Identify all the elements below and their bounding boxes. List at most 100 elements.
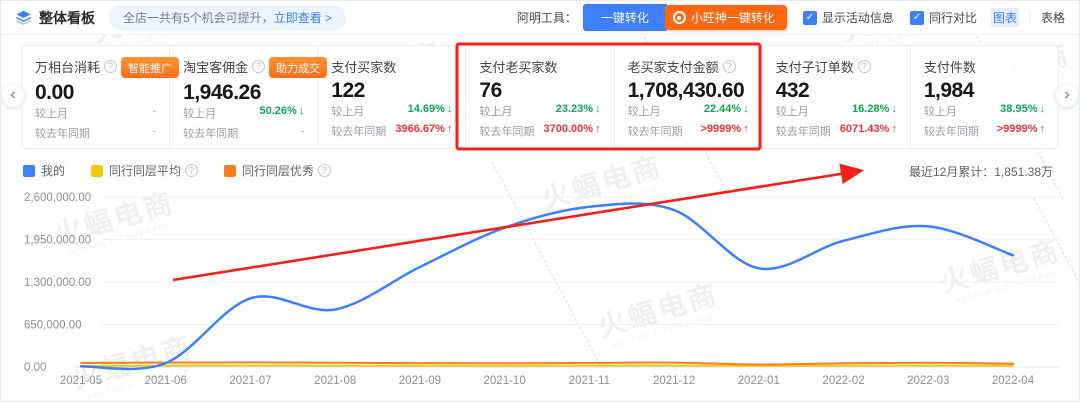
peer-compare-checkbox[interactable]: ✓ 同行对比 <box>909 9 977 26</box>
carousel-next-button[interactable]: › <box>1056 85 1078 107</box>
compare-label: 较去年同期 <box>775 126 831 138</box>
metric-title: 支付买家数 <box>331 60 397 75</box>
legend-label: 同行同层优秀 <box>242 164 315 178</box>
compare-row: 较上月 38.95% ↓ <box>924 103 1045 119</box>
wangshen-convert-button[interactable]: 小旺神一键转化 <box>664 5 787 30</box>
compare-value: 3700.00% ↑ <box>543 123 601 135</box>
y-axis-label: 0.00 <box>24 362 46 374</box>
compare-label: 较上月 <box>923 106 957 118</box>
metric-badge: 智能推广 <box>121 57 180 78</box>
metric-card-head: 淘宝客佣金? 助力成交 <box>183 57 328 78</box>
metric-title: 万相台消耗? <box>35 57 118 76</box>
metric-card-4[interactable]: 支付老买家数 76 较上月 23.23% ↓ 较去年同期 3700.00% ↑ <box>466 46 615 148</box>
metric-cards: 万相台消耗? 智能推广 0.00 较上月 - 较去年同期 - 淘宝客佣金? 助力成交 1,946.… <box>21 45 1059 149</box>
view-toggle-separator: ｜ <box>1023 11 1036 25</box>
help-icon[interactable]: ? <box>318 164 332 177</box>
legend-swatch <box>23 164 35 177</box>
help-icon[interactable]: ? <box>722 60 736 73</box>
wangshen-convert-label: 小旺神一键转化 <box>690 11 775 25</box>
metric-card-2[interactable]: 淘宝客佣金? 助力成交 1,946.26 较上月 50.26% ↓ 较去年同期 - <box>170 46 328 148</box>
arrow-up-icon: ↑ <box>743 123 749 135</box>
compare-value: >9999% ↑ <box>700 123 749 135</box>
help-icon[interactable]: ? <box>857 60 871 73</box>
series-line-同行同层优秀 <box>80 361 1014 366</box>
y-axis-label: 650,000.00 <box>24 320 82 332</box>
metric-card-head: 支付老买家数 <box>479 57 600 76</box>
show-activity-checkbox[interactable]: ✓ 显示活动信息 <box>802 9 894 26</box>
compare-value: - <box>300 125 305 137</box>
legend-item[interactable]: 同行同层平均? <box>91 162 199 179</box>
x-axis-label: 2022-02 <box>822 375 864 387</box>
arrow-down-icon: ↓ <box>595 103 601 115</box>
compare-row: 较上月 22.44% ↓ <box>628 103 749 119</box>
compare-value: 16.28% ↓ <box>852 103 897 115</box>
metric-card-6[interactable]: 支付子订单数? 432 较上月 16.28% ↓ 较去年同期 6071.43% ↑ <box>763 46 911 148</box>
x-axis-label: 2021-08 <box>314 375 356 387</box>
arrow-up-icon: ↑ <box>891 123 897 135</box>
compare-value: - <box>152 125 157 137</box>
metric-title: 支付件数 <box>923 60 976 75</box>
metric-card-5[interactable]: 老买家支付金额? 1,708,430.60 较上月 22.44% ↓ 较去年同期 >9999… <box>615 46 763 148</box>
compare-value: >9999% ↑ <box>996 123 1045 135</box>
x-axis-label: 2021-06 <box>145 375 187 387</box>
compare-row: 较去年同期 3700.00% ↑ <box>479 123 600 139</box>
compare-label: 较去年同期 <box>923 126 979 138</box>
help-icon[interactable]: ? <box>252 60 266 73</box>
checkbox-checked-icon: ✓ <box>802 10 817 25</box>
compare-row: 较上月 - <box>35 105 156 121</box>
chart-view-tab[interactable]: 图表 <box>990 8 1019 27</box>
chevron-right-icon: › <box>1064 86 1070 103</box>
one-click-convert-button[interactable]: 一键转化 <box>582 4 667 31</box>
compare-label: 较上月 <box>627 106 661 118</box>
view-toggle: 图表 ｜ 表格 <box>990 8 1065 27</box>
header-bar: 整体看板 全店一共有5个机会可提升，立即查看 > 阿明工具： 一键转化 小旺神一… <box>1 1 1079 35</box>
compare-row: 较去年同期 3966.67% ↑ <box>331 123 452 139</box>
compare-label: 较去年同期 <box>627 126 683 138</box>
help-icon[interactable]: ? <box>104 60 118 73</box>
compare-row: 较上月 50.26% ↓ <box>183 105 304 121</box>
opportunity-text: 全店一共有5个机会可提升， <box>123 11 274 25</box>
tools-label: 阿明工具： <box>516 11 577 25</box>
compare-value: 23.23% ↓ <box>555 103 601 115</box>
metric-value: 1,708,430.60 <box>627 79 745 102</box>
compare-value: 22.44% ↓ <box>703 103 749 115</box>
table-view-tab[interactable]: 表格 <box>1040 11 1065 25</box>
legend-label: 我的 <box>41 164 66 178</box>
help-icon[interactable]: ? <box>185 164 199 177</box>
layers-icon <box>16 10 31 25</box>
y-axis-label: 2,600,000.00 <box>24 192 91 204</box>
compare-value: 50.26% ↓ <box>259 105 305 117</box>
metric-value: 1,984 <box>923 79 975 102</box>
compare-row: 较去年同期 6071.43% ↑ <box>776 123 897 139</box>
compare-value: 14.69% ↓ <box>407 103 453 115</box>
x-axis-label: 2021-11 <box>569 375 610 387</box>
chart-legend: 我的 同行同层平均? 同行同层优秀? <box>23 162 332 179</box>
view-now-link[interactable]: 立即查看 > <box>273 11 333 25</box>
legend-item[interactable]: 同行同层优秀? <box>224 162 332 179</box>
compare-label: 较去年同期 <box>331 126 387 138</box>
x-axis-label: 2022-04 <box>992 375 1035 387</box>
compare-row: 较去年同期 >9999% ↑ <box>628 123 749 139</box>
compare-label: 较上月 <box>479 106 513 118</box>
opportunity-banner: 全店一共有5个机会可提升，立即查看 > <box>109 5 347 30</box>
show-activity-label: 显示活动信息 <box>821 11 894 25</box>
metric-card-1[interactable]: 万相台消耗? 智能推广 0.00 较上月 - 较去年同期 - <box>22 46 180 148</box>
metric-card-7[interactable]: 支付件数 1,984 较上月 38.95% ↓ 较去年同期 >9999% ↑ <box>911 46 1058 148</box>
carousel-prev-button[interactable]: ‹ <box>2 85 24 107</box>
arrow-down-icon: ↓ <box>446 103 453 115</box>
compare-value: 6071.43% ↑ <box>839 123 897 135</box>
arrow-down-icon: ↓ <box>1039 103 1045 115</box>
compare-row: 较上月 23.23% ↓ <box>479 103 600 119</box>
compare-label: 较去年同期 <box>183 128 239 140</box>
compare-value: 3966.67% ↑ <box>395 123 453 135</box>
metric-card-3[interactable]: 支付买家数 122 较上月 14.69% ↓ 较去年同期 3966.67% ↑ <box>318 46 467 148</box>
compare-label: 较上月 <box>35 108 68 120</box>
trend-chart-svg[interactable]: 0.00 650,000.00 1,300,000.00 1,950,000.00 2,… <box>1 184 1080 402</box>
metric-card-head: 老买家支付金额? <box>628 57 749 76</box>
arrow-down-icon: ↓ <box>891 103 897 115</box>
legend-swatch <box>224 164 237 177</box>
legend-item[interactable]: 我的 <box>23 162 65 179</box>
arrow-down-icon: ↓ <box>743 103 749 115</box>
compare-label: 较去年同期 <box>479 126 535 138</box>
arrow-up-icon: ↑ <box>1039 123 1045 135</box>
